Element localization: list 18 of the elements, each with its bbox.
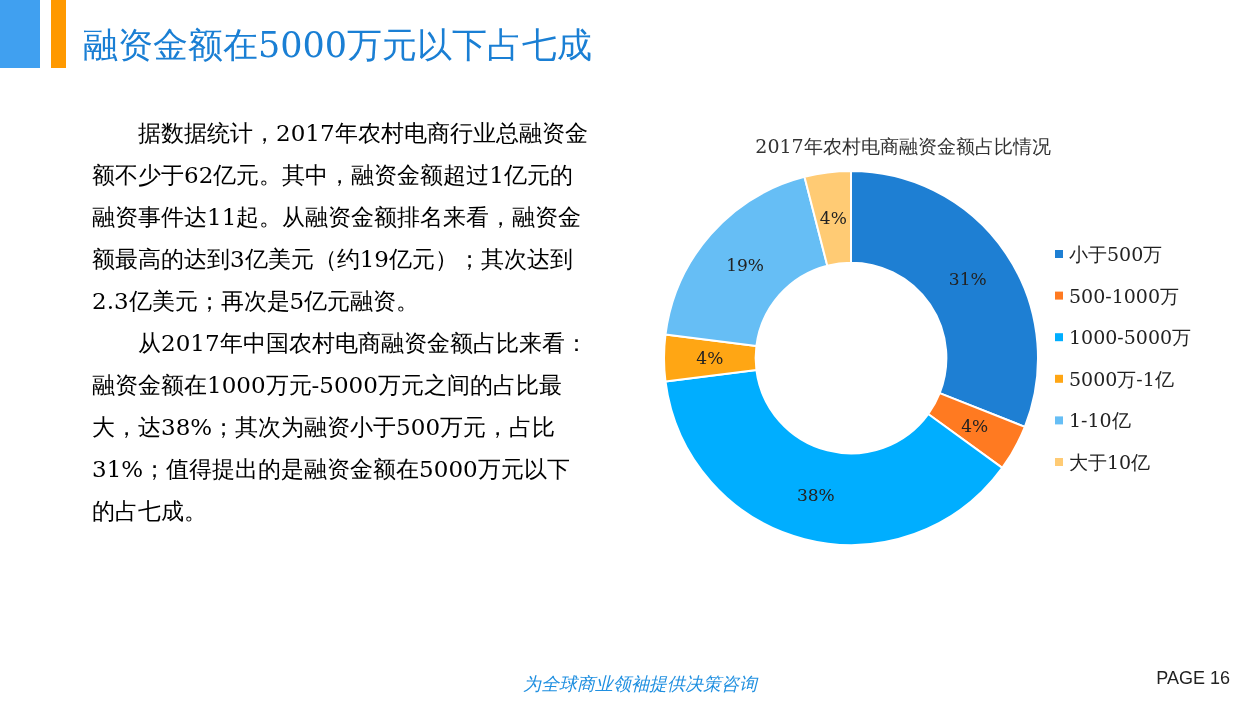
data-label: 4% bbox=[696, 348, 724, 368]
text: 融资金额在5000万元以下占七成 bbox=[83, 25, 593, 65]
legend-label: 大于10亿 bbox=[1069, 451, 1151, 473]
text: 从2017年中国农村电商融资金额占比来看：融资金额在1000万元-5000万元之间的占比最大，达38%；其次为融资小于500万元，占比31%；值得提出的是融资金额在5000万元以下的占七成。 bbox=[92, 329, 589, 526]
text: 为全球商业领袖提供决策咨询 bbox=[522, 672, 760, 696]
legend-label: 小于500万 bbox=[1069, 243, 1163, 265]
text: PAGE 16 bbox=[1156, 668, 1230, 689]
legend-label: 500-1000万 bbox=[1069, 284, 1180, 307]
data-label: 31% bbox=[948, 268, 987, 289]
data-label: 38% bbox=[796, 484, 835, 505]
chart-subtitle: 2017年农村电商融资金额占比情况 bbox=[755, 135, 1051, 157]
legend-label: 5000万-1亿 bbox=[1069, 367, 1174, 390]
legend-label: 1-10亿 bbox=[1069, 409, 1131, 432]
data-label: 19% bbox=[726, 254, 764, 275]
data-label: 4% bbox=[819, 207, 847, 228]
data-label: 4% bbox=[961, 416, 989, 437]
text: 据数据统计，2017年农村电商行业总融资金额不少于62亿元。其中，融资金额超过1亿元的融资事件达11起。从融资金额排名来看，融资金额最高的达到3亿美元（约19亿元）；其次达到2.3亿美元；再次是5亿元融资。 bbox=[92, 119, 589, 316]
legend-label: 1000-5000万 bbox=[1069, 326, 1192, 349]
